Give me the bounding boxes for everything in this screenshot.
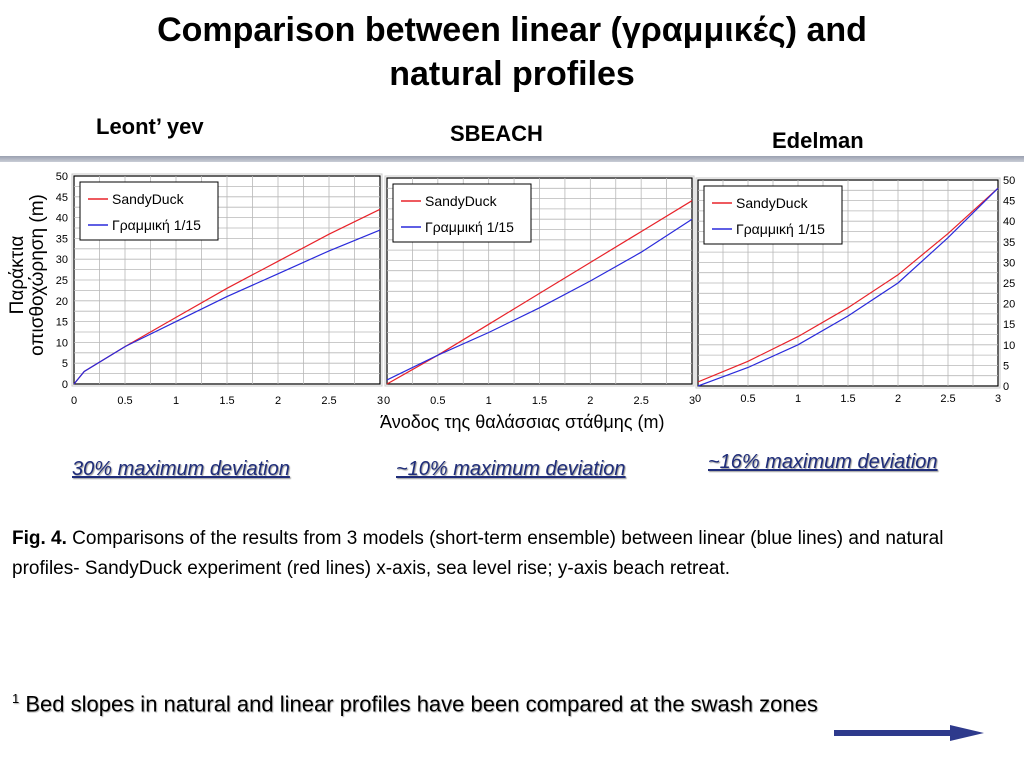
- x-axis-label: Άνοδος της θαλάσσιας στάθμης (m): [380, 412, 665, 432]
- chart3-y-tick-label: 10: [1003, 340, 1015, 352]
- chart3-x-tick-label: 3: [995, 393, 1001, 405]
- chart1-x-tick-label: 1: [173, 395, 179, 407]
- model-label-sbeach: SBEACH: [450, 121, 543, 146]
- chart3-y-tick-label: 35: [1003, 237, 1015, 249]
- chart2-legend-label: Γραμμική 1/15: [425, 219, 514, 235]
- charts-svg: 0 0.5 1 1.5 2 2.5 305101520253035404550SandyDu…: [56, 171, 1016, 407]
- chart3-legend-label: SandyDuck: [736, 195, 809, 211]
- footnote: 1 Bed slopes in natural and linear profi…: [12, 684, 972, 719]
- chart1-x-tick-label: 3: [377, 395, 383, 407]
- model-label-leontyev: Leont’ yev: [96, 114, 204, 139]
- slide-title: Comparison between linear (γραμμικές) an…: [0, 8, 1024, 96]
- chart1-y-tick-label: 20: [56, 296, 68, 308]
- chart2-x-tick-label: 0: [384, 395, 390, 407]
- chart1-x-tick-label: 0: [71, 395, 77, 407]
- deviation-note-sbeach: ~10% maximum deviation: [396, 458, 626, 480]
- chart2-x-tick-label: 2.5: [634, 395, 649, 407]
- chart1-y-tick-label: 25: [56, 275, 68, 287]
- chart3-y-tick-label: 5: [1003, 360, 1009, 372]
- chart3-x-tick-label: 0.5: [740, 393, 755, 405]
- chart1-x-tick-label: 2: [275, 395, 281, 407]
- chart1-y-tick-label: 10: [56, 337, 68, 349]
- chart3-legend-box: [703, 185, 843, 245]
- chart1-y-tick-label: 40: [56, 213, 68, 225]
- chart2-x-tick-label: 3: [689, 395, 695, 407]
- deviation-note-edelman: ~16% maximum deviation: [708, 451, 938, 473]
- chart1-y-tick-label: 35: [56, 233, 68, 245]
- chart1-x-tick-label: 1.5: [219, 395, 234, 407]
- slide-title-line1: Comparison between linear (γραμμικές) an…: [157, 11, 867, 49]
- chart1-y-tick-label: 50: [56, 171, 68, 183]
- chart3-y-tick-label: 25: [1003, 278, 1015, 290]
- caption-text: Comparisons of the results from 3 models…: [12, 528, 944, 579]
- footnote-sup: 1: [12, 691, 20, 706]
- chart3-y-tick-label: 50: [1003, 175, 1015, 187]
- chart3-y-tick-label: 20: [1003, 299, 1015, 311]
- next-arrow-icon[interactable]: [832, 724, 992, 744]
- chart3-y-tick-label: 30: [1003, 257, 1015, 269]
- chart2-x-tick-label: 0.5: [430, 395, 445, 407]
- chart1-series-line-linear: [73, 229, 381, 385]
- chart1-y-tick-label: 15: [56, 317, 68, 329]
- chart1-y-tick-label: 5: [62, 358, 68, 370]
- chart3-x-tick-label: 2: [895, 393, 901, 405]
- chart2-x-tick-label: 1: [486, 395, 492, 407]
- chart3-series-line-linear: [697, 187, 999, 387]
- chart1-legend-label: SandyDuck: [112, 191, 185, 207]
- chart2-x-tick-label: 2: [587, 395, 593, 407]
- chart1-legend-box: [79, 181, 219, 241]
- chart1-legend-label: Γραμμική 1/15: [112, 217, 201, 233]
- chart2-legend-label: SandyDuck: [425, 193, 498, 209]
- model-label-edelman: Edelman: [772, 128, 864, 153]
- chart3-series-line-sandyduck: [697, 187, 999, 383]
- chart3-x-tick-label: 1: [795, 393, 801, 405]
- chart3-x-tick-label: 2.5: [940, 393, 955, 405]
- chart3-y-tick-label: 15: [1003, 319, 1015, 331]
- chart3-y-tick-label: 45: [1003, 196, 1015, 208]
- chart2-series-line-linear: [386, 218, 693, 381]
- slide-title-line2: natural profiles: [389, 55, 635, 93]
- chart1-x-tick-label: 0.5: [117, 395, 132, 407]
- chart3-x-tick-label: 0: [695, 393, 701, 405]
- figure-caption: Fig. 4. Comparisons of the results from …: [12, 524, 972, 584]
- chart3-y-tick-label: 40: [1003, 216, 1015, 228]
- chart3-x-tick-label: 1.5: [840, 393, 855, 405]
- chart3-legend-label: Γραμμική 1/15: [736, 221, 825, 237]
- chart1-y-tick-label: 45: [56, 192, 68, 204]
- footnote-text: Bed slopes in natural and linear profile…: [19, 691, 818, 717]
- chart1-y-tick-label: 0: [62, 379, 68, 391]
- chart2-x-tick-label: 1.5: [532, 395, 547, 407]
- chart1-y-tick-label: 30: [56, 254, 68, 266]
- caption-bold: Fig. 4.: [12, 528, 67, 549]
- chart1-x-tick-label: 2.5: [321, 395, 336, 407]
- chart3-y-tick-label: 0: [1003, 381, 1009, 393]
- divider-rule: [0, 156, 1024, 162]
- deviation-note-leontyev: 30% maximum deviation: [72, 458, 290, 480]
- chart2-legend-box: [392, 183, 532, 243]
